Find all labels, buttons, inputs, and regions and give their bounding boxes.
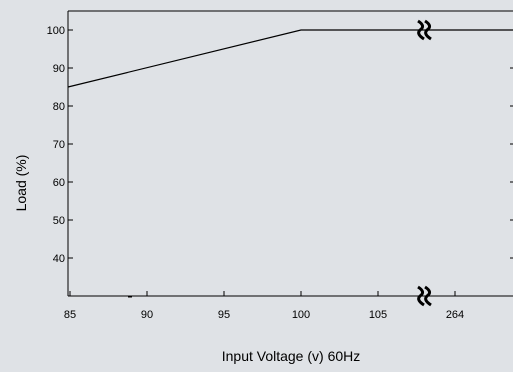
x-tick-label: 95 <box>218 309 230 321</box>
axis-break-mark <box>417 285 432 307</box>
plot-area <box>67 10 513 297</box>
x-tick-label: 85 <box>64 309 76 321</box>
axis-break-marks <box>417 19 432 307</box>
x-tick-label: 100 <box>292 309 310 321</box>
series-line <box>67 29 513 88</box>
y-axis-ticks: 40 50 60 70 80 90 100 <box>47 25 513 265</box>
y-tick-label: 50 <box>53 215 65 227</box>
x-tick-label: 264 <box>446 309 464 321</box>
y-tick-label: 100 <box>47 25 65 37</box>
y-tick-label: 80 <box>53 101 65 113</box>
x-axis-ticks: 85 90 95 100 105 264 <box>64 291 464 321</box>
y-tick-label: 40 <box>53 253 65 265</box>
y-axis-title: Load (%) <box>13 155 29 212</box>
series-group <box>67 29 513 88</box>
y-tick-label: 90 <box>53 63 65 75</box>
axis-break-mark <box>417 19 432 41</box>
x-axis-title: Input Voltage (v) 60Hz <box>222 348 361 364</box>
x-tick-label: 90 <box>141 309 153 321</box>
y-tick-label: 60 <box>53 177 65 189</box>
x-tick-label: 105 <box>369 309 387 321</box>
y-tick-label: 70 <box>53 139 65 151</box>
